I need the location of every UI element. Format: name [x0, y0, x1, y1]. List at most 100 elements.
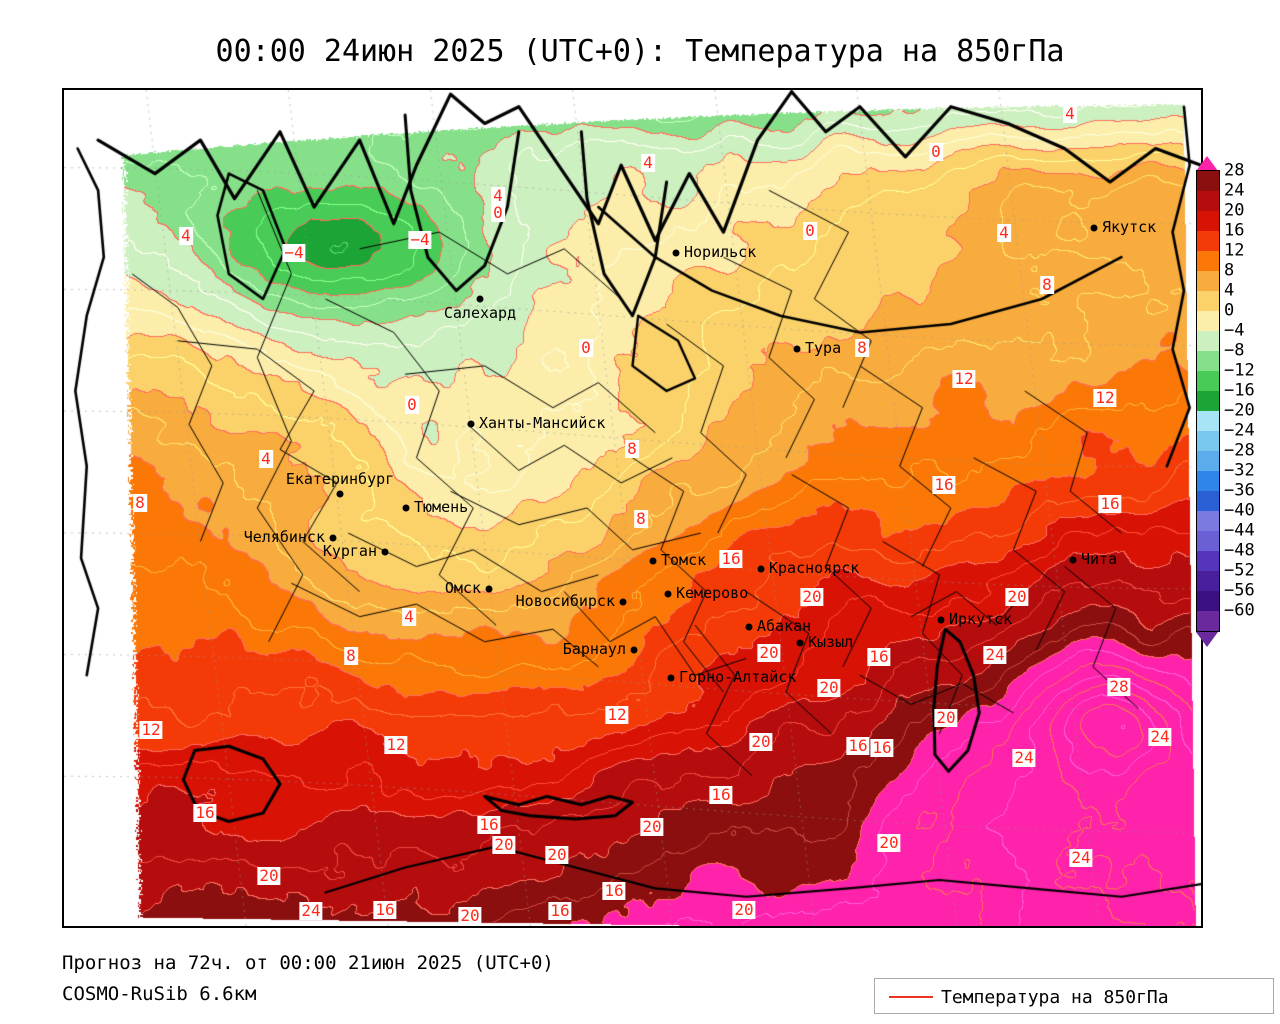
colorbar-band — [1197, 311, 1219, 331]
legend-box: Температура на 850гПа — [874, 978, 1274, 1014]
city-label: Салехард — [443, 304, 517, 322]
city-dot-icon — [336, 490, 344, 498]
contour-label: 20 — [817, 678, 841, 697]
city-label: Омск — [444, 579, 481, 597]
contour-label: 16 — [932, 475, 956, 494]
colorbar-band — [1197, 611, 1219, 631]
colorbar-tick: −56 — [1224, 580, 1255, 601]
contour-label: 20 — [757, 643, 781, 662]
city-label: Кемерово — [676, 584, 749, 602]
city-dot-icon — [381, 548, 389, 556]
city-dot-icon — [1069, 556, 1077, 564]
contour-label: 8 — [625, 439, 639, 458]
model-info: COSMO-RuSib 6.6км — [62, 983, 257, 1005]
colorbar-band — [1197, 511, 1219, 531]
contour-label: 8 — [133, 493, 147, 512]
contour-label: −4 — [282, 243, 306, 262]
legend-label: Температура на 850гПа — [941, 987, 1169, 1008]
map-frame: 4 4 0 −4 −4 4 0 0 4 4 8 0 8 0 12 12 8 4 8 16 16 8 16 20 20 4 20 16 2… — [62, 88, 1203, 928]
city-label: Горно-Алтайск — [679, 668, 797, 686]
contour-label: 20 — [877, 833, 901, 852]
city-dot-icon — [937, 616, 945, 624]
city-dot-icon — [757, 565, 765, 573]
contour-label: 16 — [548, 901, 572, 920]
colorbar-tick: 16 — [1224, 220, 1245, 241]
city-label: Барнаул — [562, 640, 626, 658]
contour-label: 4 — [179, 226, 193, 245]
colorbar-band — [1197, 591, 1219, 611]
city-dot-icon — [745, 623, 753, 631]
contour-label: 24 — [1069, 848, 1093, 867]
colorbar-tick: −40 — [1224, 500, 1255, 521]
city-label: Томск — [661, 551, 707, 569]
city-dot-icon — [793, 345, 801, 353]
colorbar-band — [1197, 531, 1219, 551]
contour-label: 0 — [579, 338, 593, 357]
city-dot-icon — [630, 646, 638, 654]
contour-label: 8 — [1040, 275, 1054, 294]
colorbar-tick: 0 — [1224, 300, 1235, 321]
colorbar-tick: 12 — [1224, 240, 1245, 261]
contour-label: 16 — [193, 803, 217, 822]
city-dot-icon — [672, 249, 680, 257]
contour-label: 12 — [1093, 388, 1117, 407]
colorbar-band — [1197, 171, 1219, 191]
contour-label: 16 — [870, 738, 894, 757]
contour-label: 4 — [259, 449, 273, 468]
forecast-info: Прогноз на 72ч. от 00:00 21июн 2025 (UTC… — [62, 952, 554, 974]
city-dot-icon — [476, 295, 484, 303]
contour-label: 20 — [732, 900, 756, 919]
colorbar-tick: −20 — [1224, 400, 1255, 421]
colorbar-tick: 28 — [1224, 160, 1245, 181]
contour-label: 12 — [384, 735, 408, 754]
colorbar-tick: −60 — [1224, 600, 1255, 621]
city-label: Якутск — [1102, 218, 1157, 236]
city-label: Тюмень — [414, 498, 469, 516]
colorbar-tick: −44 — [1224, 520, 1255, 541]
contour-label: 16 — [477, 815, 501, 834]
contour-label: 20 — [545, 845, 569, 864]
contour-label: 20 — [934, 708, 958, 727]
contour-label: 0 — [491, 203, 505, 222]
contour-label: 16 — [867, 647, 891, 666]
city-label: Чита — [1081, 550, 1118, 568]
contour-label: 16 — [602, 881, 626, 900]
city-dot-icon — [796, 639, 804, 647]
contour-label: 20 — [492, 835, 516, 854]
colorbar-tick: −48 — [1224, 540, 1255, 561]
contour-label: 4 — [641, 153, 655, 172]
colorbar-tick: −52 — [1224, 560, 1255, 581]
colorbar: 28 24 20 16 12 8 4 0 −4 −8 −12 −16 −20 −24 −28 −32 −36 −4… — [1196, 156, 1280, 686]
contour-label: 0 — [803, 221, 817, 240]
contour-label: 8 — [344, 646, 358, 665]
city-dot-icon — [649, 557, 657, 565]
colorbar-band — [1197, 551, 1219, 571]
colorbar-band — [1197, 231, 1219, 251]
contour-label: 28 — [1107, 677, 1131, 696]
contour-label: 20 — [458, 906, 482, 925]
contour-label: 4 — [491, 186, 505, 205]
colorbar-band — [1197, 371, 1219, 391]
city-label: Новосибирск — [515, 592, 615, 610]
contour-label: −4 — [408, 230, 432, 249]
colorbar-band — [1197, 331, 1219, 351]
colorbar-strip — [1196, 170, 1220, 632]
contour-label: 20 — [1005, 587, 1029, 606]
colorbar-band — [1197, 391, 1219, 411]
contour-label: 12 — [605, 705, 629, 724]
city-label: Абакан — [757, 617, 812, 635]
colorbar-tick: 24 — [1224, 180, 1245, 201]
contour-label: 12 — [952, 369, 976, 388]
contour-label: 8 — [855, 338, 869, 357]
contour-label: 20 — [257, 866, 281, 885]
city-label: Екатеринбург — [285, 470, 395, 488]
city-dot-icon — [667, 674, 675, 682]
colorbar-band — [1197, 291, 1219, 311]
colorbar-band — [1197, 251, 1219, 271]
contour-label: 24 — [983, 645, 1007, 664]
city-dot-icon — [619, 598, 627, 606]
colorbar-tick: 4 — [1224, 280, 1235, 301]
contour-label: 0 — [405, 395, 419, 414]
city-dot-icon — [402, 504, 410, 512]
